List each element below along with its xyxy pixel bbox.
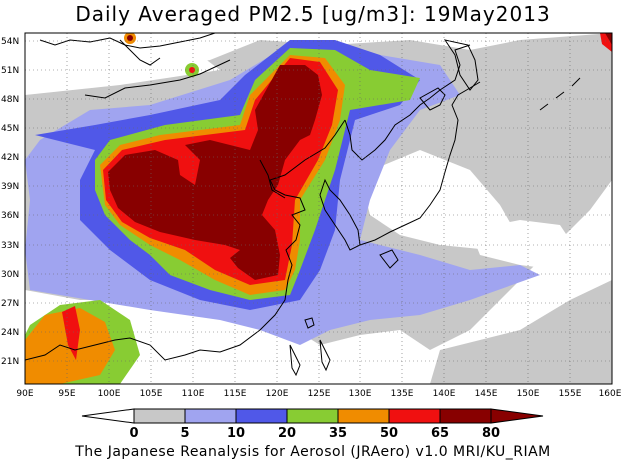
coastlines [25, 33, 581, 377]
band-0-5 [25, 55, 220, 95]
lat-tick-label: 30N [1, 270, 19, 280]
lon-tick-label: 110E [182, 389, 205, 399]
colorbar-label: 50 [380, 426, 398, 441]
lon-tick-label: 100E [98, 389, 121, 399]
lat-tick-label: 27N [1, 299, 19, 309]
band-65-80 [62, 306, 80, 360]
lon-tick-label: 115E [224, 389, 247, 399]
colorbar-segment [439, 408, 492, 424]
colorbar-label: 5 [180, 426, 189, 441]
lon-tick-label: 105E [140, 389, 163, 399]
colorbar-label: 20 [278, 426, 296, 441]
colorbar-label: 80 [482, 426, 500, 441]
lon-tick-label: 135E [391, 389, 414, 399]
lat-tick-label: 39N [1, 182, 19, 192]
lat-tick-label: 36N [1, 211, 19, 221]
lat-tick-label: 21N [1, 357, 19, 367]
band-0-5 [360, 150, 520, 250]
lat-tick-label: 48N [1, 95, 19, 105]
lon-tick-label: 125E [308, 389, 331, 399]
colorbar-label: 35 [329, 426, 347, 441]
lon-tick-label: 95E [58, 389, 75, 399]
credit-footer: The Japanese Reanalysis for Aerosol (JRA… [75, 444, 551, 460]
lat-tick-label: 51N [1, 66, 19, 76]
colorbar-labels: 0 5 10 20 35 50 65 80 [129, 426, 500, 441]
colorbar-label: 65 [431, 426, 449, 441]
lon-tick-label: 120E [266, 389, 289, 399]
lon-tick-label: 130E [349, 389, 372, 399]
colorbar [81, 408, 544, 424]
colorbar-segment [81, 408, 135, 424]
map-title: Daily Averaged PM2.5 [ug/m3]: 19May2013 [75, 2, 551, 26]
band-80-plus [108, 65, 322, 280]
lon-tick-label: 150E [517, 389, 540, 399]
lat-tick-label: 54N [1, 37, 19, 47]
colorbar-label: 0 [129, 426, 138, 441]
pm25-field [25, 33, 612, 384]
colorbar-segment [490, 408, 544, 424]
hotspot [189, 67, 195, 73]
colorbar-segment [235, 408, 288, 424]
map-frame [24, 32, 613, 385]
lat-tick-label: 24N [1, 328, 19, 338]
colorbar-segment [337, 408, 390, 424]
lat-tick-label: 45N [1, 124, 19, 134]
colorbar-segment [184, 408, 237, 424]
lon-axis: 90E 95E 100E 105E 110E 115E 120E 125E 13… [16, 389, 621, 399]
graticule [25, 33, 612, 384]
lat-axis: 54N 51N 48N 45N 42N 39N 36N 33N 30N 27N … [1, 37, 19, 367]
colorbar-label: 10 [227, 426, 245, 441]
lat-tick-label: 33N [1, 241, 19, 251]
lat-tick-label: 42N [1, 153, 19, 163]
colorbar-segment [286, 408, 339, 424]
lon-tick-label: 145E [475, 389, 498, 399]
lon-tick-label: 155E [559, 389, 582, 399]
lon-tick-label: 160E [599, 389, 622, 399]
lon-tick-label: 90E [16, 389, 33, 399]
colorbar-segment [388, 408, 441, 424]
hotspot [605, 33, 612, 45]
hotspot [127, 35, 133, 41]
lon-tick-label: 140E [433, 389, 456, 399]
colorbar-segment [133, 408, 186, 424]
